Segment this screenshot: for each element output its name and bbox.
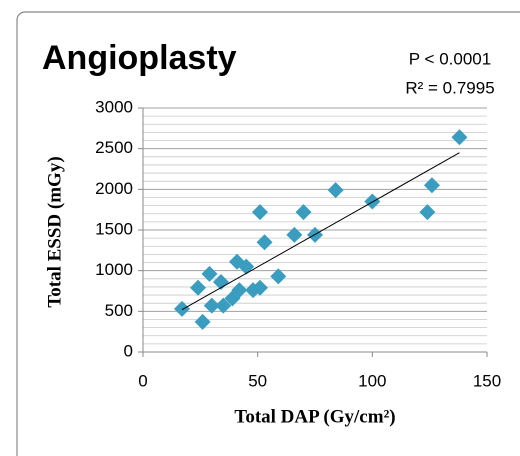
y-axis-title: Total ESSD (mGy) <box>44 156 65 307</box>
annotation: R² = 0.7995 <box>405 78 494 97</box>
trendline <box>181 152 460 311</box>
y-tick-label: 2500 <box>95 138 133 157</box>
point <box>251 279 268 296</box>
annotation: P < 0.0001 <box>409 49 491 68</box>
point <box>419 204 436 221</box>
x-tick-label: 0 <box>138 371 147 390</box>
x-tick-label: 150 <box>473 371 501 390</box>
point <box>194 313 211 330</box>
point <box>215 297 232 314</box>
point <box>231 282 248 299</box>
y-tick-label: 2000 <box>95 179 133 198</box>
point <box>256 234 273 251</box>
y-tick-label: 3000 <box>95 97 133 116</box>
point <box>190 279 207 296</box>
y-tick-label: 500 <box>105 301 133 320</box>
point <box>270 268 287 285</box>
point <box>295 204 312 221</box>
point <box>286 226 303 243</box>
y-tick-label: 0 <box>124 341 133 360</box>
x-tick-label: 100 <box>358 371 386 390</box>
point <box>451 129 468 146</box>
point <box>327 182 344 199</box>
point <box>212 274 229 291</box>
point <box>201 265 218 282</box>
x-tick-label: 50 <box>248 371 267 390</box>
point <box>173 300 190 317</box>
x-axis-title: Total DAP (Gy/cm²) <box>234 406 395 427</box>
point <box>251 204 268 221</box>
point <box>423 177 440 194</box>
point <box>203 297 220 314</box>
y-tick-label: 1500 <box>95 219 133 238</box>
chart-title: Angioplasty <box>42 39 237 77</box>
y-tick-label: 1000 <box>95 260 133 279</box>
